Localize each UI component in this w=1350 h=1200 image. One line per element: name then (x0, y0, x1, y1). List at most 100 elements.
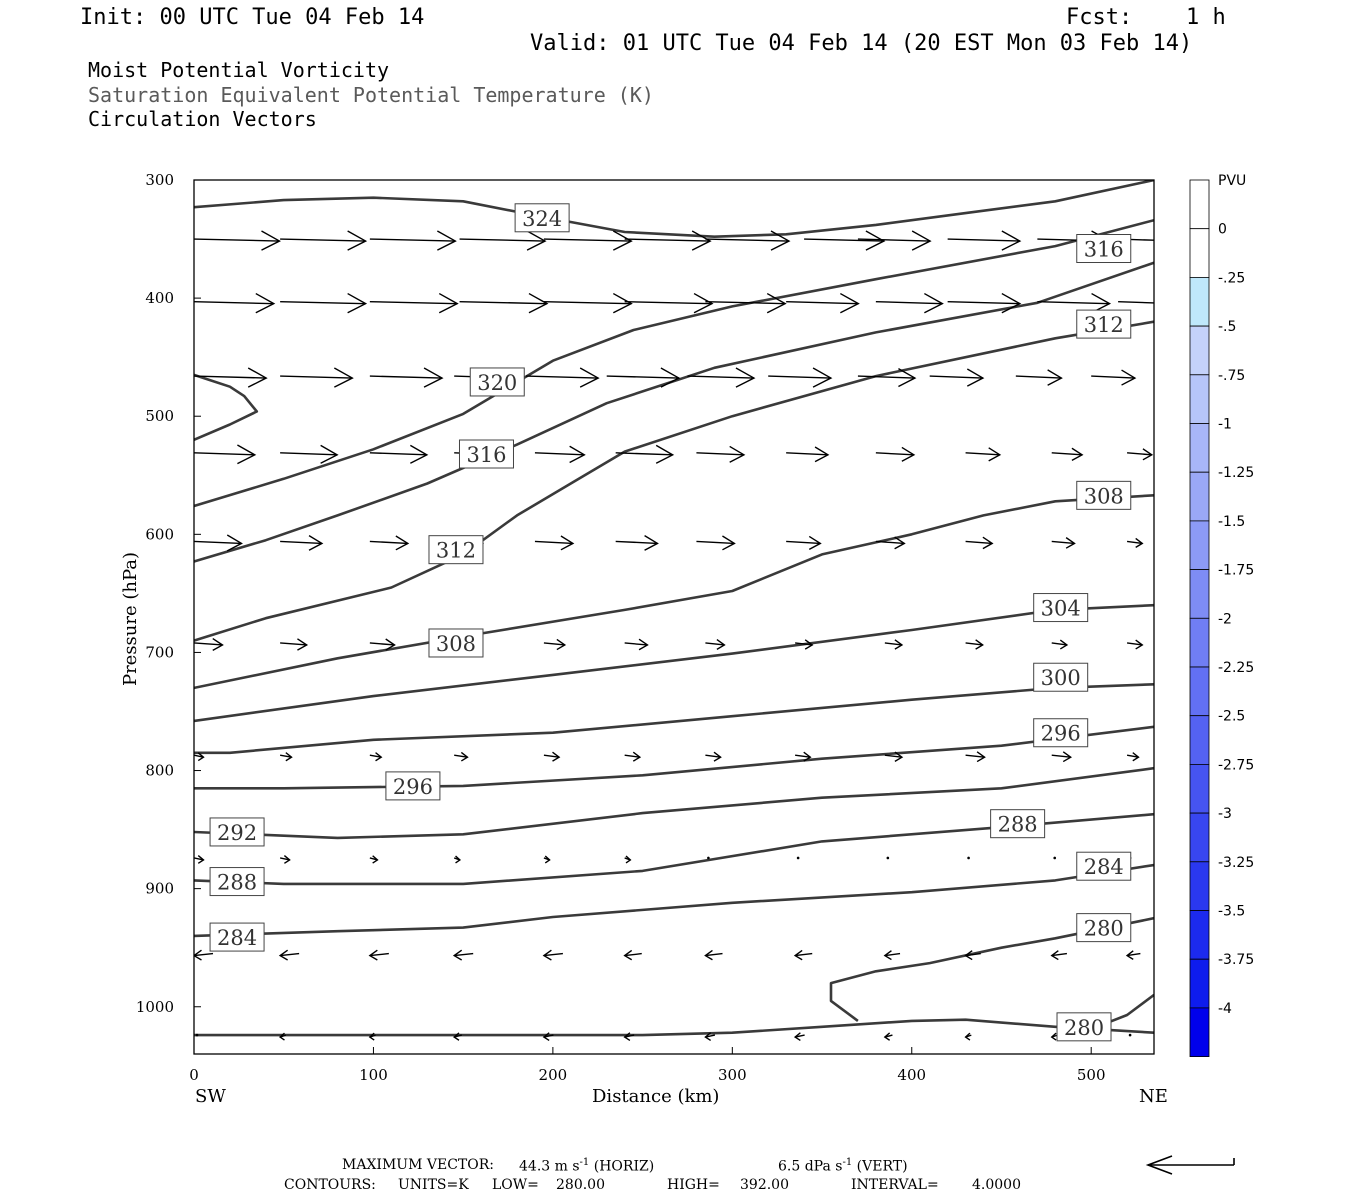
contour-312 (194, 320, 1154, 642)
vector-shaft (786, 300, 859, 305)
vector-head (655, 444, 675, 464)
colorbar-level: -.5 (1218, 319, 1236, 335)
vector-head (623, 949, 633, 961)
vector-shaft (705, 642, 725, 646)
circulation-vector (795, 751, 812, 762)
contour-label-box (428, 628, 484, 658)
contour-interval: 4.0000 (972, 1177, 1021, 1193)
vector-shaft (1015, 375, 1062, 379)
vector-head (347, 292, 368, 314)
vector-head (1071, 447, 1084, 462)
circulation-vector (194, 367, 268, 388)
x-axis-sw-label: SW (195, 1086, 226, 1107)
vector-shaft (705, 300, 786, 305)
colorbar-level: -3.75 (1218, 952, 1254, 968)
vector-head (1047, 369, 1063, 386)
circulation-vector (875, 536, 906, 550)
vector-shaft (795, 642, 813, 646)
vector-head (452, 949, 463, 961)
contour-label-text: 320 (477, 371, 517, 395)
vector-head (803, 751, 812, 762)
circulation-vector (1051, 639, 1069, 650)
vector-shaft (965, 540, 993, 545)
vector-shaft (280, 540, 322, 545)
contour-label-text: 284 (217, 926, 257, 950)
contour-low-label: LOW= (492, 1177, 539, 1193)
vector-dot (886, 856, 890, 860)
circulation-vector (280, 444, 339, 464)
vector-shaft (525, 375, 599, 379)
colorbar-level: -3.25 (1218, 855, 1254, 871)
circulation-vector (704, 949, 723, 961)
contour-label-text: 312 (436, 539, 476, 563)
circulation-vector (883, 1032, 893, 1041)
colorbar-swatch (1189, 471, 1210, 522)
vector-shaft (929, 375, 983, 379)
y-axis-label: Pressure (hPa) (120, 551, 141, 687)
circulation-vector (705, 751, 722, 762)
vector-head (982, 536, 994, 550)
vector-head (975, 639, 984, 650)
circulation-vector (194, 752, 205, 762)
colorbar-level: 0 (1218, 222, 1227, 238)
vector-shaft (543, 754, 560, 758)
vector-head (1001, 230, 1022, 251)
contour-label-text: 308 (436, 632, 476, 656)
vector-shaft (705, 1034, 716, 1038)
vector-shaft (884, 754, 903, 758)
contour-label-text: 280 (1084, 917, 1124, 941)
contour-label-text: 292 (217, 821, 257, 845)
circulation-vector (194, 855, 205, 864)
colorbar-level: -3.5 (1218, 904, 1245, 920)
x-tick-label: 400 (897, 1066, 926, 1084)
vector-shaft (786, 540, 821, 545)
circulation-vector (1128, 1033, 1132, 1037)
vector-head (964, 950, 973, 961)
vector-head (1050, 950, 1059, 961)
vector-shaft (1037, 300, 1110, 305)
plot-frame (193, 179, 1155, 1055)
contour-324 (194, 180, 1154, 238)
vector-shaft (543, 642, 565, 646)
contour-layer (194, 180, 1154, 1037)
vector-head (569, 445, 586, 464)
vector-shaft (194, 642, 223, 646)
circulation-vector (1050, 950, 1068, 961)
vector-head (1065, 537, 1076, 549)
contours-label: CONTOURS: (284, 1177, 376, 1193)
y-tick-label: 1000 (136, 998, 174, 1016)
contour-label-312: 312 (428, 535, 484, 565)
x-axis-ticks: 0 100 200 300 400 500 (189, 1047, 1106, 1084)
vector-shaft (606, 375, 679, 379)
max-vector-label: MAXIMUM VECTOR: (342, 1157, 494, 1173)
circulation-vector (768, 367, 833, 388)
circulation-vector (884, 639, 904, 650)
contour-label-312: 312 (1076, 309, 1132, 339)
vector-shaft (965, 452, 1000, 456)
vector-head (883, 1032, 891, 1041)
contour-high: 392.00 (740, 1177, 789, 1193)
vector-head (716, 639, 726, 650)
vector-head (437, 230, 457, 251)
contour-280 (829, 916, 1154, 1022)
vector-head (278, 949, 289, 961)
x-tick-label: 500 (1077, 1066, 1106, 1084)
vector-head (638, 638, 649, 651)
vector-shaft (705, 238, 790, 242)
contour-label-288: 288 (990, 809, 1046, 839)
vector-shaft (534, 540, 573, 545)
vector-head (579, 367, 600, 388)
x-axis-label: Distance (km) (592, 1086, 720, 1107)
circulation-vector (534, 535, 575, 551)
vector-head (988, 447, 1002, 462)
contour-label-text: 284 (1084, 855, 1124, 879)
vector-head (804, 639, 814, 650)
vector-shaft (705, 952, 723, 957)
contour-292 (194, 766, 1154, 840)
circulation-vector (624, 638, 649, 651)
vector-shaft (194, 857, 204, 861)
vector-head (612, 230, 633, 251)
circulation-vector (793, 1032, 805, 1042)
vector-shaft (280, 300, 366, 305)
